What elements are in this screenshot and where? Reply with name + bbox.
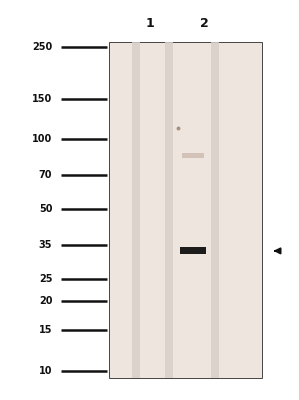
Text: 150: 150 xyxy=(32,94,52,104)
Text: 35: 35 xyxy=(39,240,52,250)
Bar xyxy=(211,42,219,378)
Bar xyxy=(165,42,173,378)
Text: 15: 15 xyxy=(39,325,52,335)
Bar xyxy=(180,247,206,254)
Text: 2: 2 xyxy=(200,17,209,30)
Text: 100: 100 xyxy=(32,134,52,144)
Bar xyxy=(182,153,204,158)
Text: 50: 50 xyxy=(39,204,52,214)
Text: 20: 20 xyxy=(39,296,52,306)
Text: 25: 25 xyxy=(39,274,52,284)
Text: 250: 250 xyxy=(32,42,52,52)
Bar xyxy=(132,42,140,378)
Text: 70: 70 xyxy=(39,170,52,180)
Text: 10: 10 xyxy=(39,366,52,376)
Bar xyxy=(109,42,262,378)
Text: 1: 1 xyxy=(145,17,154,30)
